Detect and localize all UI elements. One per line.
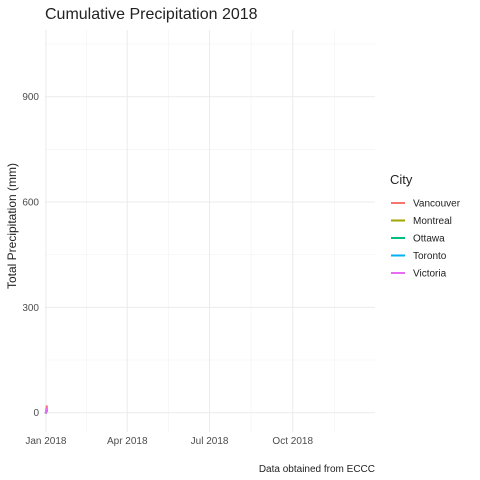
chart-title: Cumulative Precipitation 2018 <box>45 6 258 23</box>
grid <box>45 30 375 432</box>
y-tick-label: 600 <box>22 198 39 209</box>
chart-caption: Data obtained from ECCC <box>259 464 375 475</box>
legend-label-montreal: Montreal <box>413 216 452 227</box>
x-axis-ticks: Jan 2018 Apr 2018 Jul 2018 Oct 2018 <box>25 436 313 447</box>
x-tick-label: Oct 2018 <box>272 436 313 447</box>
legend-label-ottawa: Ottawa <box>413 234 445 245</box>
y-tick-label: 0 <box>33 408 39 419</box>
y-tick-label: 900 <box>22 92 39 103</box>
legend: City Vancouver Montreal Ottawa Toronto Victo… <box>390 172 461 280</box>
legend-label-toronto: Toronto <box>413 251 447 262</box>
y-tick-label: 300 <box>22 303 39 314</box>
x-tick-label: Jan 2018 <box>25 436 67 447</box>
x-tick-label: Apr 2018 <box>107 436 148 447</box>
legend-label-victoria: Victoria <box>413 269 447 280</box>
series-lines <box>44 405 48 414</box>
legend-items: Vancouver Montreal Ottawa Toronto Victoria <box>391 199 461 280</box>
y-axis-title: Total Precipitation (mm) <box>5 163 19 289</box>
y-axis-ticks: 0 300 600 900 <box>22 92 39 419</box>
legend-title: City <box>390 172 413 187</box>
series-line-victoria <box>44 407 48 414</box>
x-tick-label: Jul 2018 <box>191 436 229 447</box>
legend-label-vancouver: Vancouver <box>413 199 461 210</box>
